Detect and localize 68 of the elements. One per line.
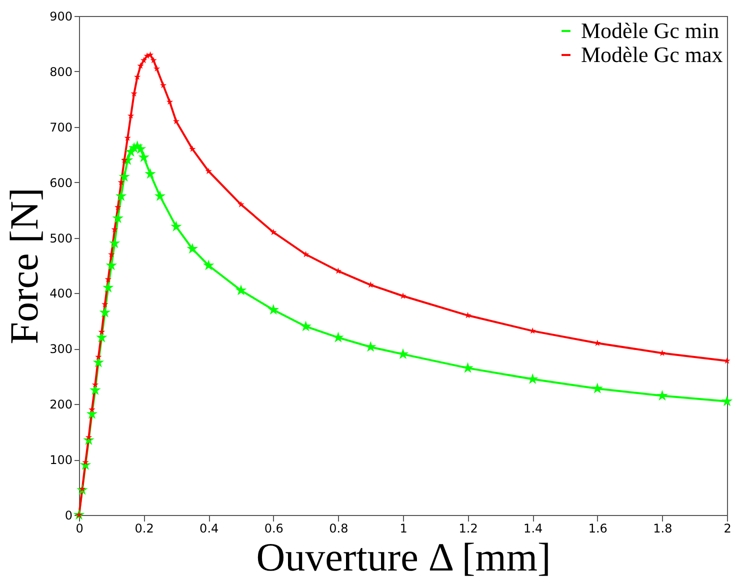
x-tick-label: 0 bbox=[76, 522, 84, 536]
point bbox=[92, 356, 104, 368]
point bbox=[99, 306, 111, 318]
point bbox=[721, 395, 733, 406]
point bbox=[724, 357, 730, 364]
point bbox=[116, 190, 127, 201]
point bbox=[186, 242, 198, 254]
y-tick-label: 900 bbox=[50, 10, 72, 24]
point bbox=[160, 82, 167, 88]
point bbox=[150, 56, 157, 64]
point bbox=[235, 284, 247, 296]
y-tick-label: 500 bbox=[50, 231, 72, 246]
x-tick-label: 1.8 bbox=[653, 522, 672, 536]
point bbox=[462, 362, 474, 373]
point bbox=[118, 170, 130, 182]
y-axis-title: Force [N] bbox=[2, 188, 47, 344]
point bbox=[400, 292, 406, 299]
point bbox=[592, 382, 604, 394]
point bbox=[146, 51, 154, 58]
point bbox=[134, 73, 141, 80]
point bbox=[302, 250, 310, 258]
point bbox=[189, 146, 196, 152]
x-tick-label: 0.8 bbox=[329, 522, 348, 536]
y-tick-label: 700 bbox=[50, 120, 72, 134]
point bbox=[137, 62, 144, 69]
y-tick-label: 300 bbox=[50, 342, 72, 356]
point bbox=[109, 237, 120, 248]
x-tick-label: 2 bbox=[724, 522, 732, 536]
point bbox=[300, 320, 312, 332]
point bbox=[154, 190, 166, 201]
x-tick-label: 0.4 bbox=[200, 522, 219, 536]
point bbox=[138, 151, 150, 162]
point bbox=[96, 332, 108, 342]
point bbox=[656, 390, 668, 401]
point bbox=[526, 373, 538, 384]
point bbox=[102, 282, 114, 292]
point bbox=[334, 268, 342, 274]
x-tick-label: 1.2 bbox=[458, 522, 478, 536]
x-tick-label: 1 bbox=[400, 522, 408, 536]
x-axis-title: Ouverture Δ [mm] bbox=[256, 534, 551, 580]
point bbox=[268, 304, 280, 315]
point bbox=[172, 118, 180, 124]
point bbox=[166, 98, 174, 105]
x-tick-label: 1.4 bbox=[524, 522, 543, 536]
point bbox=[144, 168, 156, 179]
point bbox=[238, 200, 244, 208]
point bbox=[205, 168, 212, 174]
point bbox=[112, 212, 124, 224]
y-tick-label: 200 bbox=[50, 398, 72, 412]
x-tick-label: 1.6 bbox=[588, 522, 608, 536]
y-tick-label: 0 bbox=[64, 508, 72, 522]
y-tick-label: 600 bbox=[50, 176, 72, 190]
point bbox=[118, 178, 124, 186]
point bbox=[170, 220, 182, 232]
y-tick-label: 400 bbox=[50, 286, 72, 301]
x-tick-label: 0.2 bbox=[134, 522, 154, 536]
point bbox=[270, 228, 277, 236]
legend-label: Modèle Gc max bbox=[581, 42, 723, 67]
x-tick-label: 0.6 bbox=[264, 522, 284, 536]
point bbox=[594, 340, 601, 346]
point bbox=[202, 260, 214, 270]
y-tick-label: 100 bbox=[50, 453, 72, 468]
point bbox=[130, 90, 138, 96]
y-tick-label: 800 bbox=[50, 64, 72, 79]
point bbox=[106, 260, 118, 270]
legend-label: Modèle Gc min bbox=[581, 18, 720, 43]
point bbox=[153, 65, 160, 72]
point bbox=[397, 348, 409, 360]
